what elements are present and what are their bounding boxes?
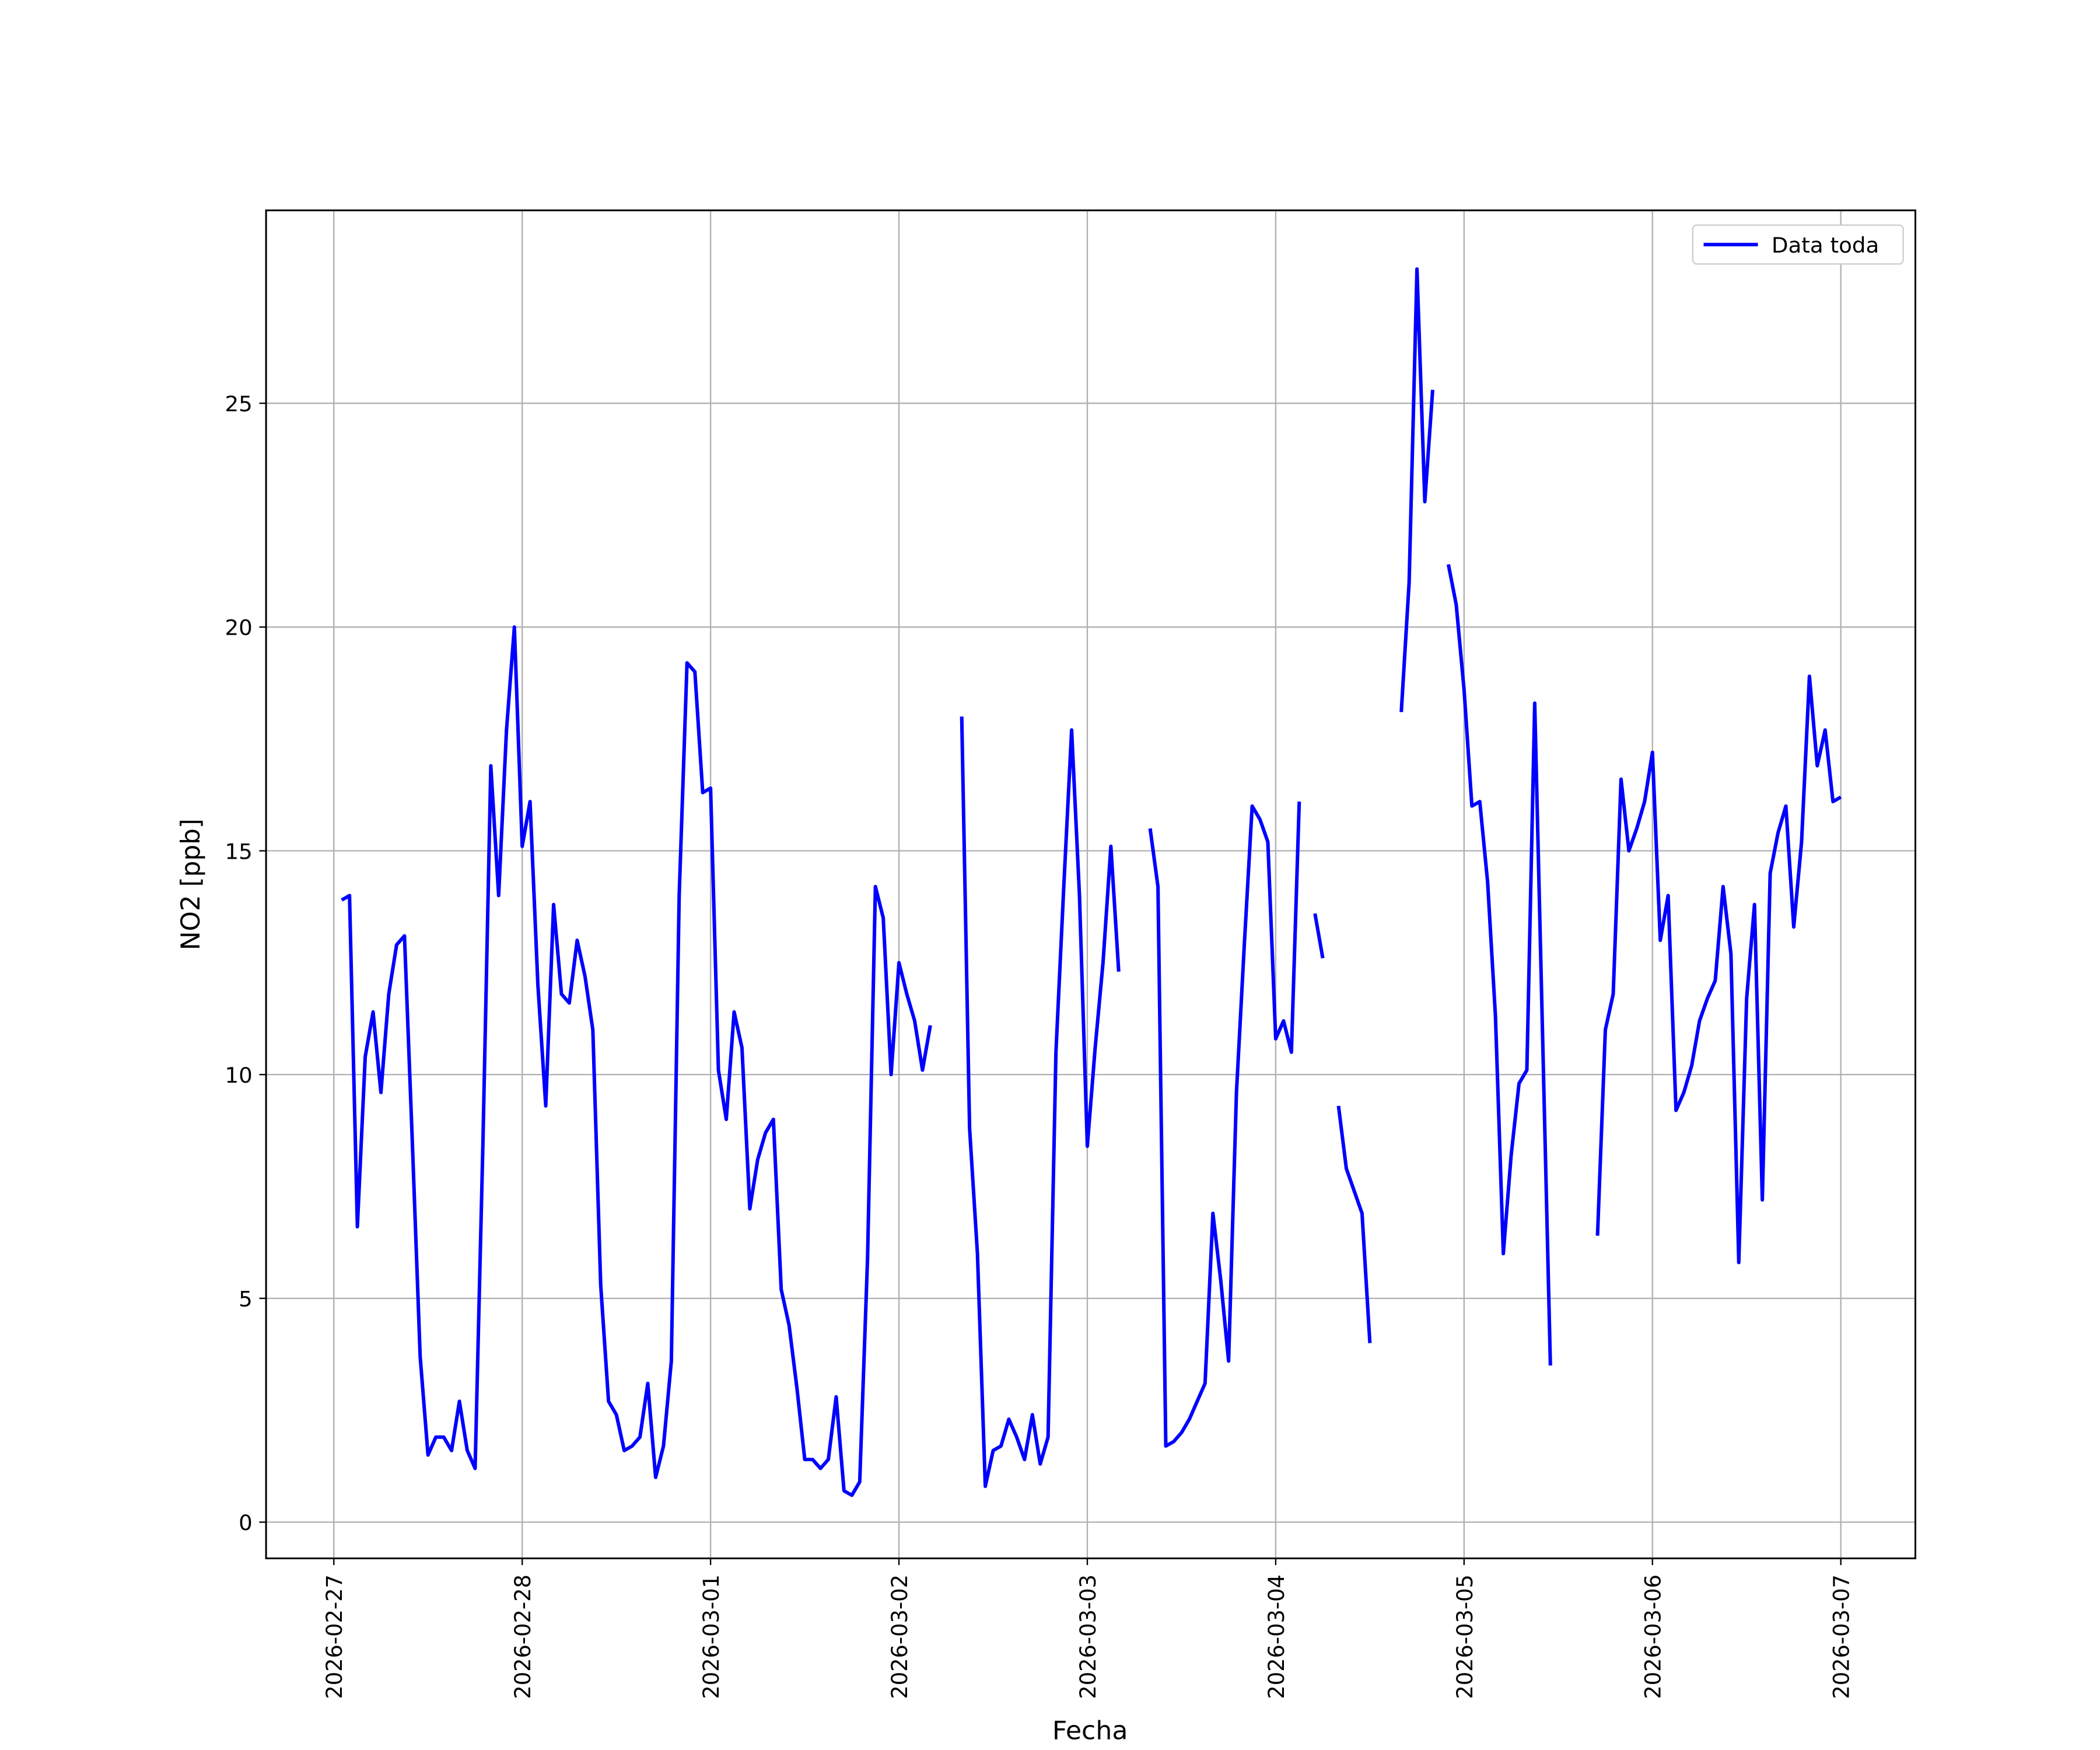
x-tick-label: 2026-03-02 xyxy=(887,1574,912,1699)
y-tick-label: 0 xyxy=(239,1510,253,1535)
y-axis-label: NO2 [ppb] xyxy=(176,818,206,950)
x-tick-label: 2026-03-01 xyxy=(699,1574,724,1699)
legend: Data toda xyxy=(1692,224,1904,265)
legend-label: Data toda xyxy=(1772,233,1880,258)
x-tick-label: 2026-03-05 xyxy=(1452,1574,1478,1699)
y-tick-label: 25 xyxy=(225,391,252,416)
y-tick-label: 20 xyxy=(225,615,252,640)
x-tick-label: 2026-03-03 xyxy=(1076,1574,1101,1699)
axes-frame xyxy=(265,209,1917,1560)
x-tick-label: 2026-03-04 xyxy=(1264,1574,1289,1699)
y-tick-label: 10 xyxy=(225,1063,252,1088)
x-tick-label: 2026-02-28 xyxy=(510,1574,536,1699)
x-tick-label: 2026-03-07 xyxy=(1829,1574,1854,1699)
y-tick-label: 15 xyxy=(225,839,252,864)
grid xyxy=(266,210,1916,1559)
y-tick-label: 5 xyxy=(239,1287,253,1312)
x-tick-label: 2026-02-27 xyxy=(322,1574,347,1699)
x-tick-label: 2026-03-06 xyxy=(1641,1574,1666,1699)
x-axis-label: Fecha xyxy=(1052,1716,1128,1746)
data-line xyxy=(341,267,1842,1497)
ticks: 0 5 10 15 20 25 2026-02-27 2026-02-28 2026-03-01… xyxy=(225,391,1854,1699)
plot-area xyxy=(341,267,1842,1497)
legend-box xyxy=(1692,224,1904,265)
